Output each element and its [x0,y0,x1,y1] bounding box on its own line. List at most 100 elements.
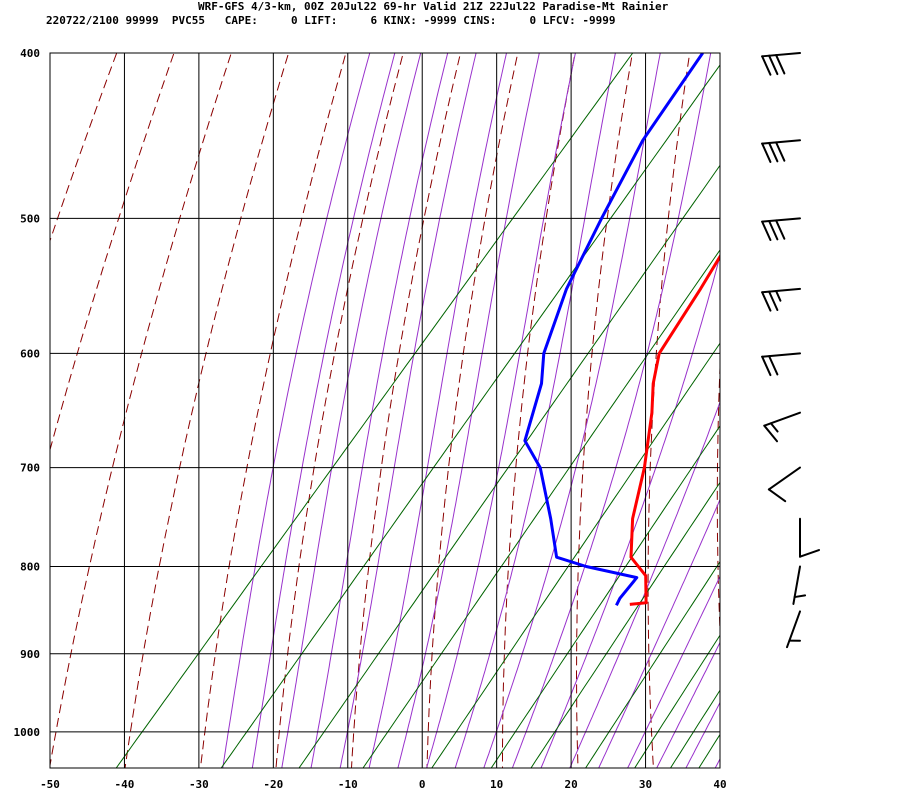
moist-adiabat [656,641,720,768]
wind-barb-shaft [761,352,801,358]
y-tick-label: 600 [20,347,40,360]
wind-barb [786,610,801,649]
mixing-ratio-line [362,249,720,768]
wind-barb-flag [761,142,772,163]
wind-barb [761,139,801,163]
wind-barb-shaft [761,52,801,58]
dry-adiabat [576,53,633,768]
moist-adiabat [397,53,540,768]
moist-adiabat [368,53,508,768]
wind-barb-flag [768,290,779,311]
moist-adiabat [569,400,720,768]
dry-adiabat [502,53,576,768]
moist-adiabat [251,53,396,768]
mixing-ratio-line [585,560,720,768]
dry-adiabat [124,53,290,768]
mixing-ratio-line [634,634,720,768]
wind-barb-shaft [763,411,801,427]
x-tick-label: -30 [189,778,209,791]
wind-barb-half-flag [775,290,782,302]
wind-barb-flag [775,54,786,75]
dry-adiabat [426,53,519,768]
moist-adiabat [794,0,900,785]
mixing-ratio-line [298,164,720,768]
x-tick-label: 0 [419,778,426,791]
wind-barb-shaft [761,287,801,294]
wind-barb-flag [763,424,779,443]
moist-adiabat [714,757,720,768]
wind-barb [761,52,801,76]
dry-adiabat [50,53,232,768]
wind-barb-flag [767,488,787,503]
chart-title: WRF-GFS 4/3-km, 00Z 20Jul22 69-hr Valid … [198,0,669,13]
wind-barb-shaft [761,139,801,145]
wind-barb [792,565,807,605]
dry-adiabat [50,53,175,452]
wind-barb-flag [775,219,786,240]
wind-barb-half-flag [793,594,807,599]
wind-barb-flag [768,141,779,163]
moist-adiabat [425,53,576,768]
y-tick-label: 400 [20,47,40,60]
wind-barb [761,217,801,241]
wind-barb-shaft [767,466,801,491]
dry-adiabat [275,53,404,768]
wind-barb-flag [768,54,779,76]
moist-adiabat [339,53,477,768]
mixing-ratio-line [530,481,720,768]
moist-adiabat [735,0,900,785]
dry-adiabat [199,53,347,768]
moist-adiabat [627,575,720,768]
wind-barb [763,411,801,443]
wind-barb-flag [799,549,820,558]
mixing-ratio-line [490,425,720,768]
wind-barb-shaft [792,565,801,605]
x-tick-label: 20 [564,778,577,791]
y-tick-label: 1000 [14,726,41,739]
dry-adiabat [716,355,720,642]
wind-barbs [761,52,820,649]
y-tick-label: 700 [20,462,40,475]
wind-barb-shaft [761,217,801,223]
wind-barb-flag [761,220,772,241]
moist-adiabat [765,0,900,785]
moist-adiabat [222,53,371,768]
wind-barb-flag [775,141,786,162]
moist-adiabat [540,254,720,768]
mixing-ratio-line [669,689,720,768]
mixing-ratio-line [431,342,720,768]
dry-adiabat [849,0,882,782]
wind-barb-flag [761,55,772,76]
mixing-ratio-line [115,53,634,768]
y-tick-label: 900 [20,648,40,661]
moist-adiabat [454,53,616,768]
x-tick-label: -40 [115,778,135,791]
moist-adiabat [281,53,422,768]
axis-tick-labels: 400 500 600 700 800 900 1000 -50 -40 -30 -20 -10 0 10… [14,47,727,791]
x-tick-label: -10 [338,778,358,791]
plot-frame [49,52,721,769]
wind-barb [761,352,801,377]
wind-barb-flag [768,355,779,376]
x-tick-label: 10 [490,778,503,791]
y-tick-label: 800 [20,561,40,574]
wind-barb [799,517,820,558]
wind-barb-flag [761,355,772,377]
wind-barb-flag [768,220,779,241]
wind-barb [761,287,801,312]
dry-adiabat [784,0,813,782]
x-tick-label: -50 [40,778,60,791]
dry-adiabat [647,53,691,768]
wind-barb [767,466,801,503]
moist-adiabat [511,53,712,768]
moist-adiabat [685,701,720,768]
grid-lines [50,52,720,768]
x-tick-label: -20 [263,778,283,791]
sounding-indices: 220722/2100 99999 PVC55 CAPE: 0 LIFT: 6 … [46,14,616,27]
mixing-ratio-line [698,733,720,768]
dewpoint-profile [523,53,704,606]
dry-adiabat [350,53,462,768]
wind-barb-shaft [786,610,801,649]
